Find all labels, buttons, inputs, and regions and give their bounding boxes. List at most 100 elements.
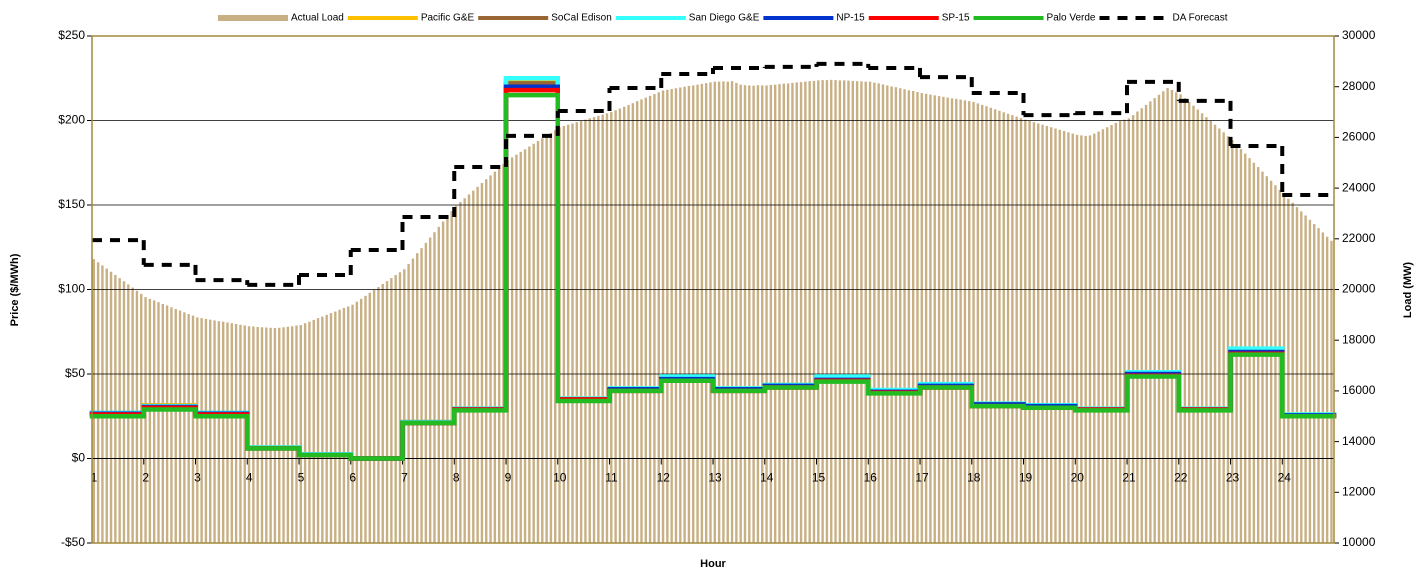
- load-bar: [200, 318, 203, 543]
- load-bar: [855, 81, 859, 544]
- load-bar: [1274, 185, 1277, 543]
- load-bar: [877, 83, 880, 543]
- load-bar: [704, 83, 708, 543]
- load-bar: [821, 80, 824, 543]
- load-bar: [929, 94, 932, 543]
- load-bar: [575, 122, 578, 543]
- load-bar: [303, 323, 307, 543]
- load-bar: [299, 324, 302, 543]
- load-bar: [161, 303, 164, 543]
- load-bar: [588, 118, 591, 543]
- load-bar: [359, 298, 363, 543]
- load-bar: [627, 104, 630, 544]
- x-tick-label: 17: [915, 471, 929, 485]
- load-bar: [338, 309, 341, 543]
- load-bar: [334, 311, 337, 543]
- load-bar: [411, 258, 415, 543]
- load-bar: [726, 81, 729, 543]
- load-bar: [390, 278, 393, 543]
- load-bar: [1308, 219, 1312, 543]
- load-bar: [566, 124, 570, 543]
- load-bar: [351, 304, 354, 543]
- load-bar: [635, 101, 639, 543]
- load-bar: [968, 101, 971, 543]
- load-bar: [519, 151, 522, 544]
- load-bar: [1071, 133, 1074, 543]
- load-bar: [942, 96, 945, 543]
- load-bar: [493, 171, 497, 543]
- load-bar: [502, 164, 505, 543]
- load-bar: [886, 85, 889, 544]
- y2-tick-label: 24000: [1342, 180, 1376, 194]
- load-bar: [308, 321, 311, 543]
- load-bar: [623, 106, 626, 543]
- load-bar: [165, 305, 169, 543]
- load-bar: [269, 327, 272, 543]
- y-tick-label: -$50: [61, 535, 85, 549]
- x-tick-label: 19: [1019, 471, 1033, 485]
- load-bar: [1175, 92, 1178, 543]
- load-bar: [295, 325, 298, 543]
- x-tick-label: 23: [1226, 471, 1240, 485]
- load-bar: [605, 113, 609, 543]
- load-bar: [1062, 131, 1066, 543]
- load-bar: [105, 268, 108, 543]
- load-bar: [1300, 211, 1303, 543]
- load-bar: [1097, 131, 1100, 543]
- load-bar: [372, 290, 376, 543]
- load-bar: [433, 232, 436, 544]
- load-bar: [1140, 108, 1143, 543]
- load-bar: [739, 84, 742, 543]
- load-bar: [403, 269, 406, 543]
- legend-label: San Diego G&E: [689, 13, 760, 24]
- load-bar: [838, 80, 842, 544]
- load-bar: [282, 327, 285, 543]
- load-bar: [795, 82, 798, 543]
- legend: Actual Load Pacific G&E SoCal Edison San Di…: [218, 13, 1228, 24]
- load-bar: [243, 325, 246, 543]
- load-bar: [851, 80, 854, 543]
- x-tick-label: 1: [91, 471, 98, 485]
- x-tick-label: 5: [298, 471, 305, 485]
- load-bar: [1054, 128, 1057, 543]
- load-bar: [536, 140, 540, 543]
- load-bar: [998, 110, 1001, 543]
- y2-tick-label: 22000: [1342, 231, 1376, 245]
- load-bar: [424, 242, 428, 543]
- load-bar: [1162, 91, 1165, 543]
- load-bar: [230, 323, 233, 543]
- load-bar: [316, 318, 320, 543]
- load-bar: [174, 309, 177, 543]
- x-tick-label: 11: [605, 471, 618, 485]
- load-bar: [1291, 202, 1294, 544]
- load-bar: [221, 321, 225, 543]
- load-bar: [381, 283, 384, 543]
- load-bar: [312, 319, 315, 543]
- load-bar: [467, 194, 471, 543]
- load-bar: [890, 86, 893, 543]
- y2-tick-label: 14000: [1342, 434, 1376, 448]
- load-bar: [1179, 94, 1182, 544]
- load-bar: [114, 274, 117, 543]
- load-bar: [101, 265, 104, 543]
- load-bar: [1269, 180, 1273, 543]
- load-bar: [735, 82, 738, 544]
- load-bar: [674, 88, 678, 543]
- load-bar: [679, 87, 682, 543]
- load-bar: [670, 88, 673, 543]
- load-bar: [476, 186, 479, 543]
- load-bar: [1330, 240, 1333, 543]
- load-bar: [209, 319, 212, 543]
- load-bar: [459, 202, 462, 544]
- legend-label: Pacific G&E: [421, 13, 475, 24]
- load-bar: [584, 119, 587, 543]
- load-bar: [1157, 94, 1161, 543]
- load-bar: [416, 253, 419, 543]
- load-bar: [924, 93, 928, 543]
- load-bar: [187, 314, 190, 543]
- load-bar: [920, 93, 923, 543]
- load-bar: [653, 94, 656, 543]
- load-bar: [183, 312, 186, 543]
- y2-tick-label: 30000: [1342, 28, 1376, 42]
- load-bar: [329, 313, 333, 543]
